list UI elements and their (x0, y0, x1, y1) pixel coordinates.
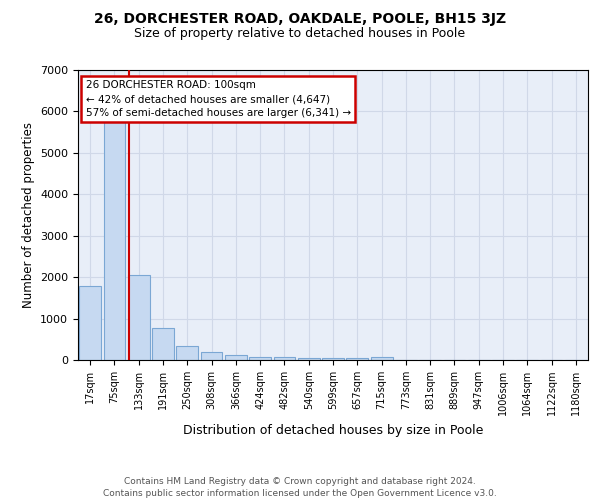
Text: 26, DORCHESTER ROAD, OAKDALE, POOLE, BH15 3JZ: 26, DORCHESTER ROAD, OAKDALE, POOLE, BH1… (94, 12, 506, 26)
Bar (225, 356, 247, 360)
Text: Contains HM Land Registry data © Crown copyright and database right 2024.
Contai: Contains HM Land Registry data © Crown c… (103, 476, 497, 498)
Text: Size of property relative to detached houses in Poole: Size of property relative to detached ho… (134, 28, 466, 40)
Text: 26 DORCHESTER ROAD: 100sqm
← 42% of detached houses are smaller (4,647)
57% of s: 26 DORCHESTER ROAD: 100sqm ← 42% of deta… (86, 80, 351, 118)
Bar (152, 328, 174, 360)
Bar (104, 120, 125, 360)
Bar (200, 352, 223, 360)
Bar (371, 358, 392, 360)
Bar (346, 358, 368, 360)
Bar (176, 346, 198, 360)
Bar (298, 358, 320, 360)
Bar (128, 275, 149, 360)
X-axis label: Distribution of detached houses by size in Poole: Distribution of detached houses by size … (183, 424, 483, 436)
Bar (274, 358, 295, 360)
Bar (322, 358, 344, 360)
Bar (79, 286, 101, 360)
Y-axis label: Number of detached properties: Number of detached properties (22, 122, 35, 308)
Bar (249, 357, 271, 360)
